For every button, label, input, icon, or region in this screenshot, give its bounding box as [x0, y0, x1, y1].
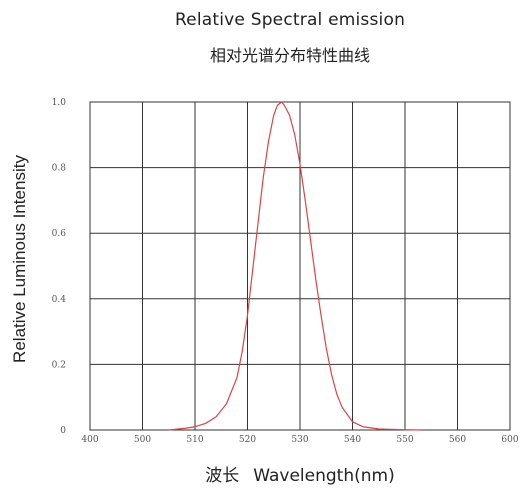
- series-layer: [168, 101, 421, 431]
- chart-title: Relative Spectral emission: [174, 10, 406, 30]
- x-tick-label: 500: [134, 435, 151, 445]
- x-tick-label: 600: [501, 435, 518, 445]
- y-tick-label: 0: [60, 426, 66, 436]
- x-axis-label-cn: 波长: [205, 466, 240, 486]
- chart-subtitle: 相对光谱分布特性曲线: [209, 46, 370, 65]
- x-tick-label: 510: [186, 435, 203, 445]
- y-tick-label: 1.0: [52, 98, 67, 108]
- y-tick-label: 0.4: [52, 295, 67, 305]
- y-tick-label: 0.2: [52, 360, 66, 370]
- x-tick-label: 530: [291, 435, 308, 445]
- y-axis-label: Relative Luminous Intensity: [10, 155, 29, 363]
- x-tick-label: 400: [81, 435, 98, 445]
- x-axis-label-en: Wavelength(nm): [253, 466, 395, 486]
- x-tick-label: 520: [239, 435, 256, 445]
- x-tick-label: 540: [344, 435, 361, 445]
- x-tick-label: 550: [396, 435, 413, 445]
- y-tick-label: 0.8: [52, 164, 67, 174]
- series-line: [168, 101, 421, 431]
- y-tick-label: 0.6: [52, 229, 67, 239]
- x-axis-label: 波长 Wavelength(nm): [0, 461, 522, 486]
- x-tick-label: 560: [449, 435, 466, 445]
- grid: [89, 101, 511, 431]
- tick-labels: 400 500 510 520 530 540 550 560 600 0 0.2 0.4 0.6 0.8…: [52, 98, 519, 445]
